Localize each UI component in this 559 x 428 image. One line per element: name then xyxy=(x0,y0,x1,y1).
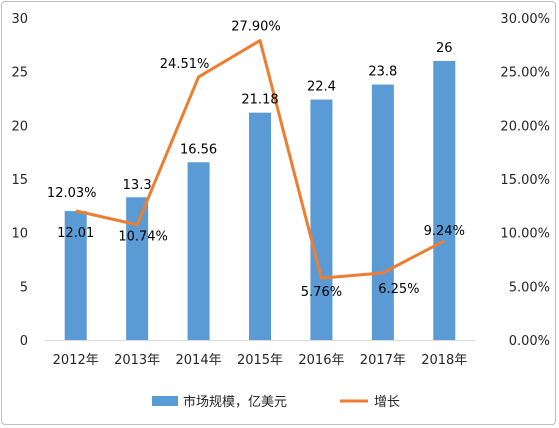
legend-bar-label: 市场规模，亿美元 xyxy=(183,394,287,410)
x-axis-tick-label: 2012年 xyxy=(53,353,99,368)
x-axis: 2012年 2013年 2014年 2015年 2016年 2017年 2018年 xyxy=(45,340,475,368)
legend-bar-swatch xyxy=(152,396,178,406)
left-axis-tick-label: 0 xyxy=(20,334,28,349)
line-data-labels: 12.03% 10.74% 24.51% 27.90% 5.76% 6.25% 9.24% xyxy=(47,20,465,301)
right-axis-tick-label: 30.00% xyxy=(500,12,550,27)
bar-series xyxy=(64,60,456,341)
bar-data-label: 16.56 xyxy=(180,142,217,157)
bar xyxy=(310,99,333,340)
right-axis-tick-label: 10.00% xyxy=(500,227,550,242)
legend-line-label: 增长 xyxy=(374,395,400,410)
bar xyxy=(433,60,456,340)
line-data-label: 27.90% xyxy=(231,20,281,35)
bar xyxy=(249,112,271,340)
x-axis-tick-label: 2017年 xyxy=(360,353,406,368)
line-data-label: 9.24% xyxy=(424,224,465,239)
left-y-axis: 0 5 10 15 20 25 30 xyxy=(11,12,28,349)
left-axis-tick-label: 15 xyxy=(11,173,28,188)
right-axis-tick-label: 25.00% xyxy=(500,66,550,81)
line-data-label: 12.03% xyxy=(47,186,97,201)
right-axis-tick-label: 0.00% xyxy=(509,334,550,349)
line-series xyxy=(75,39,445,280)
bar-data-label: 21.18 xyxy=(241,93,278,108)
bar-data-label: 13.3 xyxy=(123,178,152,193)
bar-data-label: 12.01 xyxy=(57,226,94,241)
line-data-label: 5.76% xyxy=(301,285,342,300)
right-axis-tick-label: 20.00% xyxy=(500,119,550,134)
left-axis-tick-label: 30 xyxy=(11,12,28,27)
right-y-axis: 0.00% 5.00% 10.00% 15.00% 20.00% 25.00% 30.00% xyxy=(500,12,550,349)
x-axis-tick-label: 2013年 xyxy=(114,353,160,368)
bar-data-label: 23.8 xyxy=(368,65,397,80)
right-axis-tick-label: 15.00% xyxy=(500,173,550,188)
line-data-label: 10.74% xyxy=(118,230,168,245)
left-axis-tick-label: 20 xyxy=(11,119,28,134)
bar-data-labels: 12.01 13.3 16.56 21.18 22.4 23.8 26 xyxy=(57,41,452,241)
left-axis-tick-label: 5 xyxy=(20,280,28,295)
left-axis-tick-label: 10 xyxy=(11,227,28,242)
left-axis-tick-label: 25 xyxy=(11,66,28,81)
bar xyxy=(187,162,210,340)
line-data-label: 24.51% xyxy=(160,57,210,72)
bar-data-label: 26 xyxy=(436,41,453,56)
x-axis-tick-label: 2018年 xyxy=(421,353,467,368)
x-axis-tick-label: 2014年 xyxy=(176,353,222,368)
x-axis-tick-label: 2016年 xyxy=(298,353,344,368)
right-axis-tick-label: 5.00% xyxy=(509,280,550,295)
bar xyxy=(371,84,394,341)
bar xyxy=(64,211,87,340)
bar xyxy=(126,197,149,340)
growth-line xyxy=(75,39,445,280)
bar-data-label: 22.4 xyxy=(307,80,336,95)
x-axis-tick-label: 2015年 xyxy=(237,353,283,368)
line-data-label: 6.25% xyxy=(378,282,419,297)
legend: 市场规模，亿美元 增长 xyxy=(152,394,400,410)
